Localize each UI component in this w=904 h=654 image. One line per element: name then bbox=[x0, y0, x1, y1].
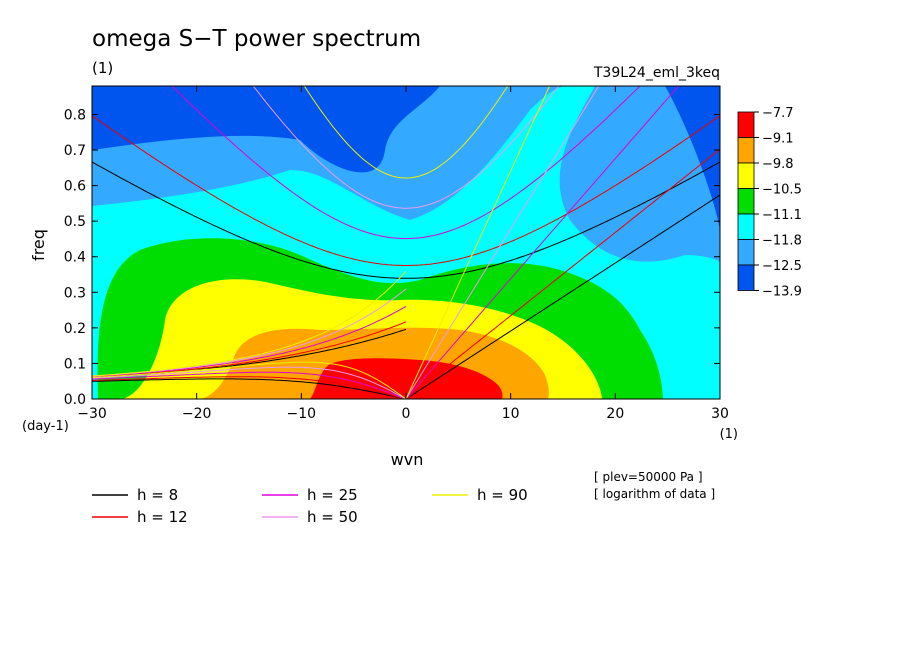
dispersion-curve-h12 bbox=[92, 115, 720, 266]
colorbar: −7.7 −9.1 −9.8 −10.5 −11.1 −11.8 −12.5 −13.9 bbox=[737, 106, 802, 300]
contour-field bbox=[92, 86, 720, 399]
dispersion-curve-h8 bbox=[92, 161, 720, 279]
colorbar-swatch bbox=[737, 137, 755, 164]
dispersion-curve-h90 bbox=[92, 361, 407, 399]
dispersion-curve-h12 bbox=[92, 321, 407, 378]
note-log: [ logarithm of data ] bbox=[594, 487, 715, 501]
dispersion-curve-h90 bbox=[303, 86, 509, 179]
x-tick-label: 20 bbox=[606, 406, 624, 422]
dispersion-curve-h12 bbox=[92, 376, 407, 399]
x-tick-label: 0 bbox=[402, 406, 411, 422]
run-label: T39L24_eml_3keq bbox=[593, 65, 720, 81]
dispersion-curve-h50 bbox=[92, 366, 407, 399]
curve-legend: h = 8 h = 12 h = 25 h = 50 h = 90 bbox=[92, 486, 528, 526]
x-axis-label: wvn bbox=[391, 450, 424, 469]
dispersion-curve-h8 bbox=[92, 378, 407, 399]
colorbar-swatch bbox=[737, 111, 755, 138]
x-axis: −30 −20 −10 0 10 20 30 bbox=[77, 86, 729, 422]
colorbar-swatch bbox=[737, 213, 755, 240]
colorbar-label: −13.9 bbox=[762, 285, 802, 300]
y-tick-label: 0.5 bbox=[64, 214, 86, 230]
chart-subtitle: (1) bbox=[92, 59, 113, 77]
y-tick-label: 0.7 bbox=[64, 143, 86, 159]
dispersion-curve-h25 bbox=[92, 371, 407, 399]
colorbar-label: −11.8 bbox=[762, 234, 802, 249]
dispersion-curve-h25 bbox=[171, 86, 641, 240]
dispersion-curves bbox=[92, 86, 720, 399]
legend-label-h90: h = 90 bbox=[477, 486, 528, 504]
colorbar-label: −11.1 bbox=[762, 208, 802, 223]
colorbar-label: −9.8 bbox=[762, 157, 794, 172]
y-axis-label: freq bbox=[29, 229, 48, 261]
x-tick-label: −30 bbox=[77, 406, 107, 422]
legend-label-h12: h = 12 bbox=[137, 508, 188, 526]
dispersion-curve-h90 bbox=[92, 271, 407, 377]
colorbar-swatch bbox=[737, 239, 755, 266]
note-plev: [ plev=50000 Pa ] bbox=[594, 470, 703, 484]
dispersion-curve-h50 bbox=[405, 86, 600, 399]
dispersion-curve-h25 bbox=[405, 86, 680, 399]
dispersion-curve-h12 bbox=[405, 148, 720, 399]
colorbar-swatch bbox=[737, 264, 755, 291]
colorbar-label: −7.7 bbox=[762, 106, 794, 121]
y-tick-label: 0.4 bbox=[64, 250, 86, 266]
y-tick-label: 0.6 bbox=[64, 179, 86, 195]
y-tick-label: 0.0 bbox=[64, 392, 86, 408]
dispersion-curve-h50 bbox=[252, 86, 560, 209]
colorbar-label: −10.5 bbox=[762, 183, 802, 198]
colorbar-label: −12.5 bbox=[762, 259, 802, 274]
y-tick-label: 0.2 bbox=[64, 321, 86, 337]
y-tick-label: 0.1 bbox=[64, 356, 86, 372]
y-axis: 0.0 0.1 0.2 0.3 0.4 0.5 0.6 0.7 0.8 bbox=[64, 107, 720, 408]
legend-label-h50: h = 50 bbox=[307, 508, 358, 526]
y-unit-label: (day-1) bbox=[22, 419, 69, 434]
x-tick-label: −20 bbox=[182, 406, 212, 422]
dispersion-curve-h90 bbox=[405, 86, 551, 399]
chart-title: omega S−T power spectrum bbox=[92, 26, 421, 52]
colorbar-label: −9.1 bbox=[762, 132, 794, 147]
colorbar-swatch bbox=[737, 188, 755, 215]
dispersion-curve-h8 bbox=[405, 194, 720, 399]
legend-label-h8: h = 8 bbox=[137, 486, 178, 504]
x-tick-label: 10 bbox=[502, 406, 520, 422]
x-unit-label: (1) bbox=[720, 427, 738, 442]
y-tick-label: 0.3 bbox=[64, 285, 86, 301]
colorbar-swatch bbox=[737, 162, 755, 189]
legend-label-h25: h = 25 bbox=[307, 486, 358, 504]
x-tick-label: −10 bbox=[287, 406, 317, 422]
x-tick-label: 30 bbox=[711, 406, 729, 422]
y-tick-label: 0.8 bbox=[64, 107, 86, 123]
